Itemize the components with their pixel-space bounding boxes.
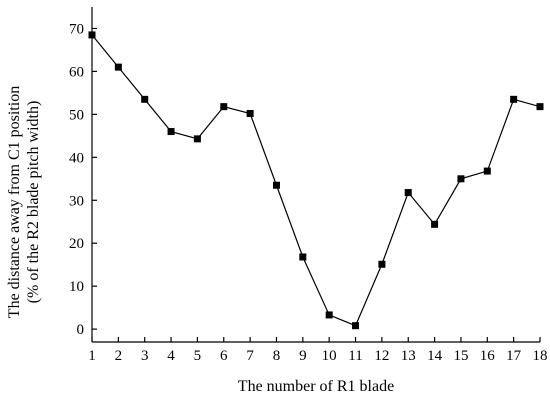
y-tick-label: 0 <box>77 322 85 338</box>
data-point <box>536 103 544 111</box>
data-markers <box>88 31 544 330</box>
x-tick-label: 12 <box>374 348 389 364</box>
x-tick-label: 14 <box>427 348 443 364</box>
y-tick-label: 50 <box>69 107 84 123</box>
data-point <box>483 167 491 175</box>
y-tick-label: 30 <box>69 193 84 209</box>
y-axis-title-line2: (% of the R2 blade pitch width) <box>25 101 42 304</box>
x-tick-label: 9 <box>299 348 307 364</box>
data-point <box>193 135 201 143</box>
data-point <box>141 95 149 103</box>
data-point <box>220 103 228 111</box>
data-point <box>167 128 175 136</box>
x-tick-label: 2 <box>115 348 123 364</box>
x-tick-label: 11 <box>348 348 362 364</box>
data-point <box>457 175 465 183</box>
x-tick-label: 1 <box>88 348 96 364</box>
y-tick-label: 70 <box>69 21 84 37</box>
x-tick-label: 5 <box>194 348 202 364</box>
y-axis-title-line1: The distance away from C1 position <box>6 86 23 318</box>
y-tick-label: 10 <box>69 279 84 295</box>
x-tick-label: 7 <box>246 348 254 364</box>
data-point <box>325 311 333 319</box>
data-point <box>378 260 386 268</box>
x-tick-label: 13 <box>401 348 416 364</box>
x-tick-label: 15 <box>453 348 468 364</box>
data-point <box>272 181 280 189</box>
x-tick-label: 8 <box>273 348 281 364</box>
data-point <box>352 322 360 330</box>
y-tick-label: 60 <box>69 64 84 80</box>
x-tick-label: 16 <box>480 348 496 364</box>
x-tick-label: 10 <box>322 348 337 364</box>
data-point <box>88 31 96 39</box>
plot-frame <box>91 7 540 343</box>
data-point <box>246 110 254 118</box>
data-point <box>299 253 307 261</box>
x-tick-label: 4 <box>167 348 175 364</box>
x-tick-label: 17 <box>506 348 522 364</box>
x-axis-title: The number of R1 blade <box>238 378 394 395</box>
axis-tick-labels: 1 2 3 4 5 6 7 8 9 10 11 12 13 14 15 16 17 180102030405060… <box>69 21 548 364</box>
x-tick-label: 6 <box>220 348 228 364</box>
axis-ticks <box>91 27 541 342</box>
x-tick-label: 18 <box>533 348 548 364</box>
data-point <box>404 189 412 197</box>
y-tick-label: 20 <box>69 236 84 252</box>
data-point <box>114 63 122 71</box>
series-line <box>91 34 541 327</box>
y-tick-label: 40 <box>69 150 84 166</box>
data-point <box>510 95 518 103</box>
data-point <box>431 220 439 228</box>
x-tick-label: 3 <box>141 348 149 364</box>
